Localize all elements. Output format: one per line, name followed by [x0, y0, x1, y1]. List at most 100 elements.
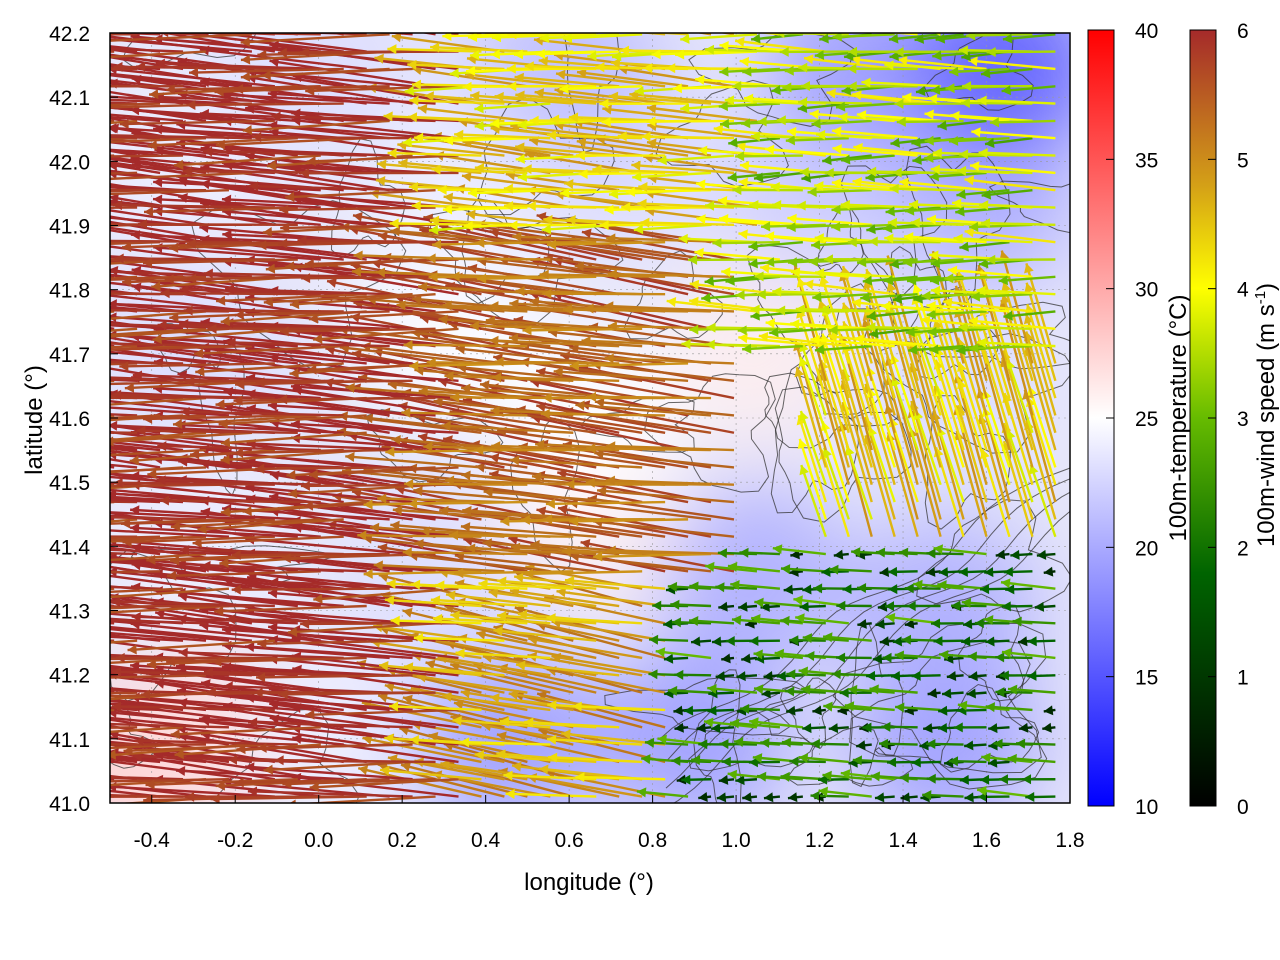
wind-arrow: [896, 116, 964, 127]
wind-arrow: [547, 752, 643, 764]
wind-arrow: [110, 756, 161, 764]
wind-arrow: [606, 441, 735, 452]
colorbar-tick-label: 25: [1135, 408, 1158, 431]
wind-arrow: [407, 112, 505, 123]
wind-arrow: [884, 60, 964, 71]
wind-arrow: [505, 789, 597, 800]
wind-arrow: [785, 135, 849, 146]
wind-arrow: [969, 161, 1056, 175]
wind-arrow: [454, 129, 551, 140]
wind-arrow: [507, 81, 597, 92]
wind-arrow: [233, 447, 390, 458]
wind-arrow: [289, 795, 436, 803]
wind-arrow: [625, 186, 712, 197]
wind-arrow: [201, 560, 367, 573]
wind-arrow: [750, 33, 803, 44]
wind-arrow: [460, 737, 551, 748]
wind-arrow: [958, 566, 987, 577]
wind-arrow: [787, 792, 803, 803]
temperature-blob: [599, 643, 790, 803]
wind-arrow: [785, 686, 826, 697]
wind-arrow: [489, 335, 620, 348]
wind-arrow: [904, 583, 941, 594]
wind-arrow: [959, 240, 1010, 252]
wind-arrow: [795, 613, 849, 625]
wind-arrow: [840, 154, 895, 165]
wind-arrow: [110, 209, 207, 227]
wind-arrow: [401, 407, 528, 418]
wind-arrow: [244, 692, 413, 712]
wind-arrow: [632, 171, 712, 182]
wind-arrow: [704, 561, 758, 573]
wind-arrow: [392, 505, 528, 521]
wind-arrow: [581, 228, 735, 261]
wind-arrow: [671, 617, 712, 628]
wind-arrow: [930, 258, 987, 269]
wind-arrow: [911, 757, 941, 768]
wind-arrow: [110, 440, 184, 452]
wind-arrow: [110, 324, 184, 331]
colorbar-tick-label: 15: [1135, 667, 1158, 690]
wind-arrow: [608, 91, 712, 105]
wind-arrow: [257, 742, 413, 753]
wind-arrow: [110, 188, 207, 192]
wind-arrow: [966, 33, 1033, 41]
y-tick-label: 41.7: [49, 344, 90, 367]
wind-arrow: [604, 353, 735, 365]
wind-arrow: [999, 670, 1033, 681]
wind-arrow: [110, 73, 207, 88]
wind-arrow: [483, 487, 620, 504]
wind-arrow: [670, 599, 712, 610]
wind-arrow: [599, 220, 689, 231]
wind-arrow: [110, 163, 161, 175]
wind-arrow: [110, 344, 252, 351]
wind-arrow: [995, 549, 1010, 560]
wind-arrow: [832, 33, 895, 42]
wind-arrow: [159, 495, 321, 506]
wind-arrow: [522, 325, 643, 336]
wind-arrow: [944, 273, 1010, 284]
y-axis-title: latitude (°): [21, 365, 48, 475]
wind-arrow: [143, 413, 298, 424]
wind-arrow: [380, 33, 413, 36]
wind-arrow: [696, 722, 712, 733]
wind-arrow: [225, 284, 390, 296]
wind-arrow: [971, 127, 1056, 140]
wind-arrow: [913, 579, 964, 590]
wind-arrow: [402, 547, 528, 558]
wind-arrow: [373, 560, 505, 573]
wind-arrow: [475, 237, 597, 248]
wind-arrow: [831, 204, 895, 215]
colorbar-tick-label: 10: [1135, 796, 1158, 819]
wind-arrow: [698, 792, 712, 802]
wind-arrow: [110, 95, 230, 105]
wind-arrow: [496, 749, 597, 764]
wind-arrow: [407, 59, 505, 71]
wind-arrow: [110, 517, 115, 521]
wind-arrow: [110, 743, 207, 746]
wind-arrow: [110, 743, 184, 750]
wind-arrow: [633, 223, 712, 235]
wind-arrow: [753, 649, 803, 660]
wind-arrow: [869, 684, 918, 695]
wind-arrow: [914, 33, 964, 44]
wind-arrow: [814, 267, 895, 279]
wind-arrow: [750, 613, 803, 625]
wind-arrow: [248, 717, 413, 729]
wind-arrow: [496, 731, 620, 764]
wind-arrow: [279, 204, 436, 215]
wind-arrow: [110, 154, 184, 158]
wind-arrow: [110, 726, 138, 729]
wind-arrow: [761, 688, 781, 699]
wind-arrow: [477, 273, 597, 284]
wind-arrow: [798, 356, 827, 434]
wind-arrow: [127, 639, 275, 655]
y-tick-label: 41.3: [49, 601, 90, 624]
wind-arrow: [110, 448, 115, 452]
wind-arrow: [681, 774, 712, 785]
wind-arrow: [377, 231, 528, 261]
wind-arrow: [509, 455, 643, 469]
wind-arrow: [247, 786, 413, 798]
wind-arrow: [644, 737, 689, 748]
wind-arrow: [111, 701, 275, 712]
